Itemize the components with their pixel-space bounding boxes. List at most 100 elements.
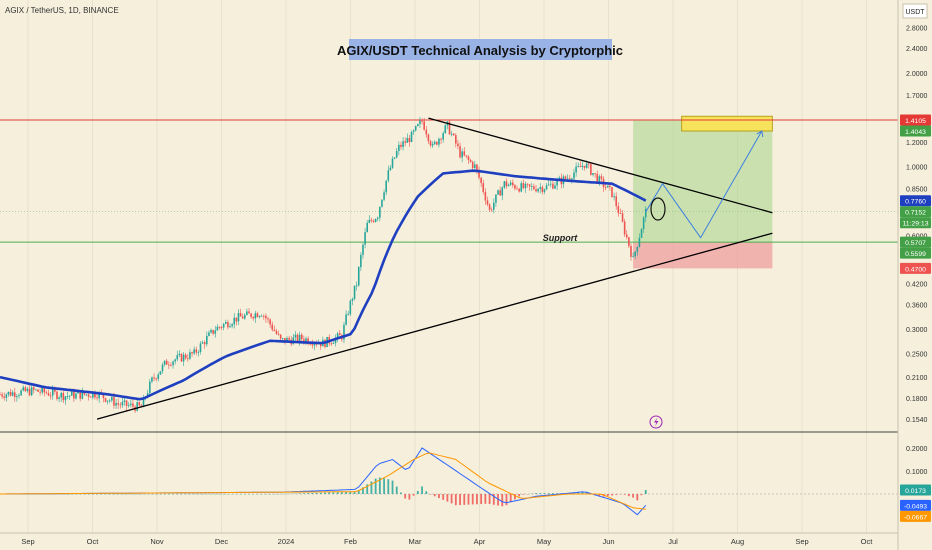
candle xyxy=(575,162,577,177)
histogram-bar xyxy=(433,494,436,497)
candle xyxy=(279,334,282,341)
currency-box[interactable] xyxy=(902,3,928,19)
candle xyxy=(0,391,1,396)
candle xyxy=(5,393,8,402)
price-badge: 0.5599 xyxy=(900,247,931,259)
candle xyxy=(398,141,400,156)
candle xyxy=(176,350,179,362)
candle xyxy=(18,393,20,399)
candle xyxy=(362,243,364,259)
histogram-bar xyxy=(353,491,356,494)
histogram-bar xyxy=(442,494,445,500)
price-axis[interactable] xyxy=(898,0,932,550)
candle xyxy=(311,339,314,349)
candle xyxy=(644,206,647,223)
histogram-bar xyxy=(480,494,483,505)
candle xyxy=(231,322,233,329)
price-tick-label: 0.3600 xyxy=(906,302,928,309)
candle xyxy=(408,135,411,147)
candle xyxy=(419,116,421,128)
candle xyxy=(281,337,284,341)
candle xyxy=(368,215,371,224)
candle xyxy=(203,340,206,349)
candle xyxy=(151,376,153,384)
candle xyxy=(243,313,246,320)
candle xyxy=(381,199,383,208)
svg-text:-0.0493: -0.0493 xyxy=(904,503,927,510)
histogram-bar xyxy=(611,494,613,496)
candle xyxy=(201,340,204,344)
histogram-bar xyxy=(366,484,369,494)
histogram-bar xyxy=(627,494,630,497)
candle xyxy=(467,154,470,165)
candle xyxy=(212,329,214,336)
histogram-bar xyxy=(535,493,537,494)
candle xyxy=(241,313,244,319)
candle xyxy=(630,243,632,261)
histogram-bar xyxy=(573,492,575,494)
candle xyxy=(172,360,174,369)
candle xyxy=(165,358,168,365)
lightning-event-icon[interactable] xyxy=(649,415,663,429)
candle xyxy=(404,137,406,147)
histogram-bar xyxy=(383,478,385,494)
candle xyxy=(237,309,240,325)
candle xyxy=(210,328,212,334)
histogram-bar xyxy=(509,494,512,503)
candle xyxy=(522,179,525,190)
ma-line xyxy=(0,169,647,401)
time-tick-label: Mar xyxy=(409,537,422,546)
histogram-bar xyxy=(349,491,352,494)
candle xyxy=(376,216,379,222)
candle xyxy=(56,390,58,401)
time-tick-labels: Sep Oct Nov Dec 2024 Feb Mar Apr May Jun Jul Aug Sep… xyxy=(21,537,873,546)
candle xyxy=(220,325,223,330)
candle xyxy=(49,391,52,400)
histogram-bar xyxy=(505,494,508,506)
histogram-bar xyxy=(454,494,457,506)
svg-text:0.7760: 0.7760 xyxy=(905,199,926,206)
candle xyxy=(625,230,628,240)
histogram-bar xyxy=(400,492,402,494)
candle xyxy=(372,219,375,224)
candle xyxy=(606,185,609,188)
histogram-bar xyxy=(446,494,449,502)
candle xyxy=(518,187,520,193)
candle xyxy=(533,183,535,191)
candle xyxy=(507,183,510,187)
candle xyxy=(366,220,368,233)
horizontal-levels xyxy=(0,119,898,243)
candle xyxy=(184,353,187,360)
candle xyxy=(9,388,12,397)
candle xyxy=(497,189,499,196)
time-tick-label: Sep xyxy=(795,537,808,546)
candle xyxy=(199,341,202,355)
candle xyxy=(20,389,22,397)
histogram-bar xyxy=(488,494,491,505)
candle xyxy=(480,176,482,188)
candle xyxy=(138,401,141,407)
candle xyxy=(271,321,274,332)
candle xyxy=(227,319,229,330)
candle xyxy=(619,208,622,214)
histogram-bar xyxy=(336,492,339,494)
candle xyxy=(505,178,508,189)
candle xyxy=(235,317,238,326)
candle xyxy=(256,311,259,318)
signal-line xyxy=(0,452,646,510)
candle xyxy=(26,387,29,393)
candle xyxy=(387,165,390,183)
candle xyxy=(216,324,219,331)
candle xyxy=(353,285,356,301)
title-background xyxy=(349,39,612,60)
candle xyxy=(528,184,531,191)
candle xyxy=(125,400,128,411)
candle xyxy=(640,228,643,238)
projection-arrowhead xyxy=(756,130,764,138)
candle xyxy=(520,181,523,193)
candle xyxy=(490,207,493,212)
candle xyxy=(459,142,461,159)
candle xyxy=(503,180,506,190)
histogram-bar xyxy=(539,493,542,494)
candle xyxy=(457,139,459,150)
